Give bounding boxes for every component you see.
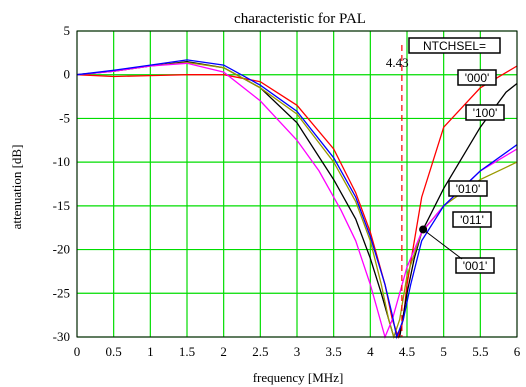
y-axis-label: attenuation [dB] bbox=[9, 145, 24, 230]
x-tick-label: 3.5 bbox=[326, 344, 342, 359]
series-labels: NTCHSEL= '000' '100' '010' '011' '001' bbox=[408, 37, 505, 274]
x-tick-label: 1.5 bbox=[179, 344, 195, 359]
x-tick-label: 5 bbox=[440, 344, 447, 359]
series-label: '001' bbox=[463, 259, 488, 273]
x-tick-label: 2.5 bbox=[252, 344, 268, 359]
series-line bbox=[76, 59, 518, 340]
x-tick-label: 2 bbox=[220, 344, 227, 359]
x-tick-label: 0.5 bbox=[106, 344, 122, 359]
legend-title-box bbox=[408, 37, 501, 54]
series-label-box bbox=[455, 257, 495, 274]
series-label-box bbox=[452, 211, 492, 228]
series-label: '010' bbox=[456, 182, 481, 196]
y-tick-label: -5 bbox=[59, 110, 70, 125]
legend-title: NTCHSEL= bbox=[423, 39, 486, 53]
plot-frame bbox=[76, 30, 518, 338]
x-tick-label: 0 bbox=[74, 344, 81, 359]
series-label-box bbox=[465, 104, 505, 121]
x-tick-label: 6 bbox=[514, 344, 521, 359]
x-tick-label: 4.5 bbox=[399, 344, 415, 359]
y-tick-label: -30 bbox=[53, 329, 70, 344]
chart-title: characteristic for PAL bbox=[234, 11, 366, 27]
tick-labels: 0 0.5 1 1.5 2 2.5 3 3.5 4 4.5 5 5.5 6 5 0 -5 -10 -15 -20 -2… bbox=[53, 23, 521, 359]
x-tick-label: 3 bbox=[294, 344, 301, 359]
point-marker bbox=[419, 225, 428, 234]
point-leader-line bbox=[422, 229, 463, 260]
series-line bbox=[76, 65, 518, 340]
series-label: '100' bbox=[473, 106, 498, 120]
series-label-box bbox=[448, 180, 488, 197]
y-tick-label: -20 bbox=[53, 242, 70, 257]
y-tick-label: -25 bbox=[53, 285, 70, 300]
series-label: '000' bbox=[465, 71, 490, 85]
x-tick-label: 4 bbox=[367, 344, 374, 359]
x-axis-label: frequency [MHz] bbox=[253, 370, 344, 385]
series-label-box bbox=[457, 69, 497, 86]
y-tick-label: -15 bbox=[53, 198, 70, 213]
series-label: '011' bbox=[460, 213, 484, 227]
marker-label: 4.43 bbox=[386, 55, 409, 70]
y-tick-label: -10 bbox=[53, 154, 70, 169]
y-tick-label: 5 bbox=[64, 23, 71, 38]
x-tick-label: 5.5 bbox=[472, 344, 488, 359]
y-tick-label: 0 bbox=[64, 67, 71, 82]
x-tick-label: 1 bbox=[147, 344, 154, 359]
